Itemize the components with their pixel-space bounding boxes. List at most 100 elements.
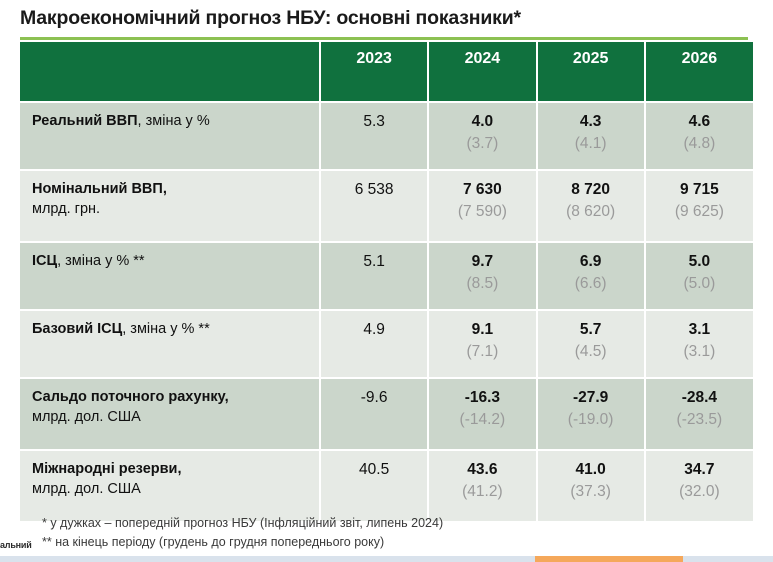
cell-value: 6 538 xyxy=(320,170,430,243)
table-row: Базовий ІСЦ, зміна у % ** 4.9 9.1 (7.1) … xyxy=(20,310,753,379)
column-header-2023: 2023 xyxy=(320,42,430,103)
cell-previous-value: (6.6) xyxy=(574,274,607,292)
cell-previous-value: (4.1) xyxy=(574,134,607,152)
cell-main-value: 5.1 xyxy=(363,253,385,270)
cell-previous-value: (3.7) xyxy=(466,134,499,152)
cell-previous-value: (4.5) xyxy=(574,342,607,360)
bottom-strip-accent xyxy=(535,556,683,562)
cell-previous-value: (41.2) xyxy=(462,482,503,500)
cell-value: 6.9 (6.6) xyxy=(536,242,646,311)
row-label-rest: , зміна у % xyxy=(137,113,210,129)
cell-value: 5.0 (5.0) xyxy=(644,242,753,311)
cell-value: 3.1 (3.1) xyxy=(644,310,753,379)
cell-value: -28.4 (-23.5) xyxy=(644,378,753,451)
cell-previous-value: (7.1) xyxy=(466,342,499,360)
row-label-bold: Базовий ІСЦ xyxy=(32,321,123,337)
cell-previous-value: (3.1) xyxy=(683,342,716,360)
row-label: Реальний ВВП, зміна у % xyxy=(20,102,321,171)
cell-previous-value: (32.0) xyxy=(679,482,720,500)
cell-value: 5.1 xyxy=(320,242,430,311)
cell-main-value: 5.3 xyxy=(363,113,385,130)
cell-value: -16.3 (-14.2) xyxy=(428,378,538,451)
cell-previous-value: (7 590) xyxy=(457,202,507,220)
column-header-2025: 2025 xyxy=(536,42,646,103)
row-label-rest: , зміна у % ** xyxy=(122,321,210,337)
cell-previous-value: (37.3) xyxy=(570,482,611,500)
cell-value: 4.3 (4.1) xyxy=(536,102,646,171)
cell-main-value: 9 715 xyxy=(679,181,719,198)
footnote-asterisk: * у дужках – попередній прогноз НБУ (Інф… xyxy=(42,516,444,530)
row-label-bold: Сальдо поточного рахунку, xyxy=(32,389,229,405)
cell-main-value: 6.9 xyxy=(579,253,602,270)
row-label-rest: млрд. грн. xyxy=(32,200,101,217)
cell-value: 4.0 (3.7) xyxy=(428,102,538,171)
cell-value: 9.1 (7.1) xyxy=(428,310,538,379)
cell-value: 7 630 (7 590) xyxy=(428,170,538,243)
forecast-table-container: 2023 2024 2025 2026 Реальний ВВП, зміна … xyxy=(20,42,753,523)
cropped-corner-text: альний xyxy=(0,540,32,550)
cell-main-value: -28.4 xyxy=(681,389,718,406)
table-header-row: 2023 2024 2025 2026 xyxy=(20,42,753,103)
cell-main-value: 4.9 xyxy=(363,321,385,338)
row-label-bold: Номінальний ВВП, xyxy=(32,181,167,197)
page-title: Макроекономічний прогноз НБУ: основні по… xyxy=(20,7,521,29)
row-label-rest: млрд. дол. США xyxy=(32,408,141,425)
row-label: Сальдо поточного рахунку, млрд. дол. США xyxy=(20,378,321,451)
cell-main-value: 6 538 xyxy=(354,181,394,198)
row-label-rest: млрд. дол. США xyxy=(32,480,141,497)
cell-main-value: 4.3 xyxy=(579,113,602,130)
cell-main-value: 5.0 xyxy=(688,253,711,270)
cell-previous-value: (8.5) xyxy=(466,274,499,292)
table-row: Номінальний ВВП, млрд. грн. 6 538 7 630 … xyxy=(20,170,753,243)
cell-previous-value: (8 620) xyxy=(566,202,616,220)
row-label-bold: ІСЦ xyxy=(32,253,58,269)
cell-main-value: -16.3 xyxy=(464,389,501,406)
cell-previous-value: (-14.2) xyxy=(459,410,506,428)
cell-value: 9.7 (8.5) xyxy=(428,242,538,311)
cell-previous-value: (-19.0) xyxy=(567,410,614,428)
cell-main-value: 43.6 xyxy=(467,461,498,478)
cell-main-value: 7 630 xyxy=(462,181,502,198)
table-body: Реальний ВВП, зміна у % 5.3 4.0 (3.7) 4.… xyxy=(20,102,753,523)
cell-main-value: 4.0 xyxy=(471,113,494,130)
column-header-2026: 2026 xyxy=(644,42,753,103)
column-header-indicator xyxy=(20,42,321,103)
cell-main-value: 9.1 xyxy=(471,321,494,338)
cell-value: -27.9 (-19.0) xyxy=(536,378,646,451)
cell-value: 9 715 (9 625) xyxy=(644,170,753,243)
cell-previous-value: (4.8) xyxy=(683,134,716,152)
cell-value: 5.3 xyxy=(320,102,430,171)
row-label: Номінальний ВВП, млрд. грн. xyxy=(20,170,321,243)
cell-main-value: -9.6 xyxy=(360,389,388,406)
cell-previous-value: (-23.5) xyxy=(676,410,723,428)
column-header-2024: 2024 xyxy=(428,42,538,103)
cell-main-value: 5.7 xyxy=(579,321,602,338)
footnote-double-asterisk: ** на кінець періоду (грудень до грудня … xyxy=(42,535,385,550)
row-label-bold: Реальний ВВП xyxy=(32,113,138,129)
macro-forecast-table: 2023 2024 2025 2026 Реальний ВВП, зміна … xyxy=(20,42,753,523)
cell-previous-value: (9 625) xyxy=(674,202,724,220)
cell-value: 43.6 (41.2) xyxy=(428,450,538,523)
row-label-bold: Міжнародні резерви, xyxy=(32,461,182,477)
cell-value: 34.7 (32.0) xyxy=(644,450,753,523)
row-label: ІСЦ, зміна у % ** xyxy=(20,242,321,311)
table-row: Сальдо поточного рахунку, млрд. дол. США… xyxy=(20,378,753,451)
table-header: 2023 2024 2025 2026 xyxy=(20,42,753,103)
cell-main-value: 34.7 xyxy=(684,461,715,478)
cell-main-value: 8 720 xyxy=(571,181,611,198)
row-label: Міжнародні резерви, млрд. дол. США xyxy=(20,450,321,523)
footnotes: * у дужках – попередній прогноз НБУ (Інф… xyxy=(42,514,443,553)
cell-value: 5.7 (4.5) xyxy=(536,310,646,379)
table-row: Міжнародні резерви, млрд. дол. США 40.5 … xyxy=(20,450,753,523)
cell-previous-value: (5.0) xyxy=(683,274,716,292)
cell-value: 40.5 xyxy=(320,450,430,523)
row-label: Базовий ІСЦ, зміна у % ** xyxy=(20,310,321,379)
cell-main-value: 3.1 xyxy=(688,321,711,338)
cell-value: 41.0 (37.3) xyxy=(536,450,646,523)
title-accent-rule xyxy=(20,37,748,40)
cell-main-value: 40.5 xyxy=(359,461,390,478)
bottom-decorative-strip xyxy=(0,556,773,562)
cell-value: 8 720 (8 620) xyxy=(536,170,646,243)
cell-value: 4.9 xyxy=(320,310,430,379)
cell-value: -9.6 xyxy=(320,378,430,451)
